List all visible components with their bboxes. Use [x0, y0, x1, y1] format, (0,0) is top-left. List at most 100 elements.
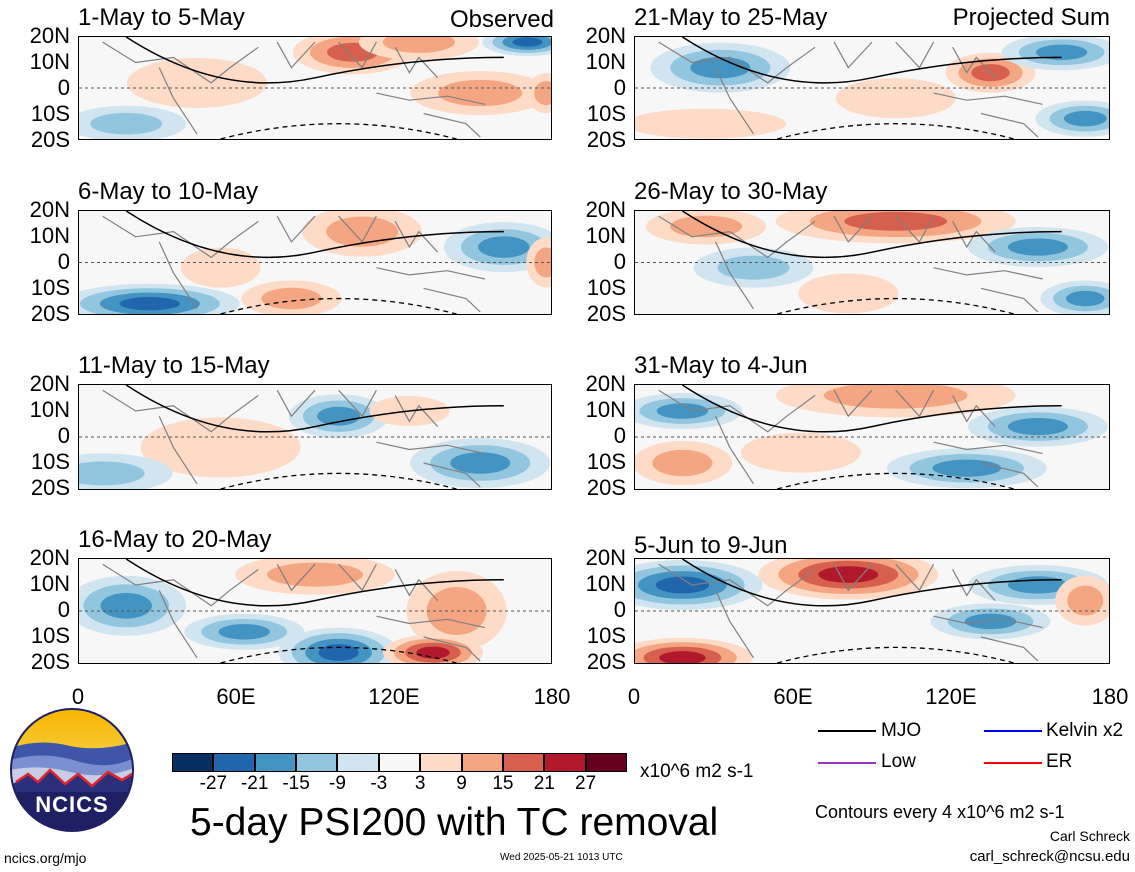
colorbar-swatch [420, 753, 462, 772]
timestamp: Wed 2025-05-21 1013 UTC [500, 852, 623, 863]
map-panel-5 [78, 384, 552, 490]
map-field [79, 559, 551, 663]
coastline [895, 41, 935, 69]
lon-label-180-right: 180 [1091, 684, 1129, 709]
anomaly-shading [317, 406, 361, 426]
coastline [158, 589, 198, 659]
anomaly-shading [670, 215, 743, 238]
legend-label-kelvin: Kelvin x2 [1046, 720, 1124, 741]
lat-label: 10N [29, 571, 70, 596]
colorbar-swatch [378, 753, 421, 772]
coastline [980, 636, 1039, 662]
anomaly-shading [261, 287, 322, 310]
coastline [423, 287, 481, 313]
anomaly-shading [267, 562, 363, 587]
contour-note: Contours every 4 x10^6 m2 s-1 [815, 802, 1065, 822]
lat-label: 20S [30, 649, 70, 674]
map-field [79, 385, 551, 489]
map-panel-7 [78, 558, 552, 664]
logo-text: NCICS [35, 792, 109, 817]
map-panel-2 [634, 36, 1110, 140]
panel-title-4: 26-May to 30-May [634, 178, 828, 205]
anomaly-shading [655, 576, 710, 594]
mjo-contour [681, 211, 1062, 259]
lat-label: 0 [613, 249, 626, 274]
colorbar-tick-label: -15 [282, 773, 310, 794]
coastline [394, 46, 439, 79]
coastline [933, 267, 1043, 280]
lat-label: 10S [30, 449, 70, 474]
colorbar [172, 753, 627, 772]
anomaly-shading [717, 255, 790, 280]
lat-label: 0 [57, 597, 70, 622]
colorbar-tick-label: 9 [456, 773, 467, 794]
coastline [276, 215, 316, 243]
coastline [715, 589, 755, 659]
map-field [79, 211, 551, 314]
anomaly-shading [652, 449, 713, 477]
lon-label-180-left: 180 [533, 684, 571, 709]
lat-label: 20N [585, 545, 626, 570]
lat-label: 0 [57, 249, 70, 274]
lon-label-120e-left: 120E [368, 684, 420, 709]
anomaly-shading [416, 646, 450, 659]
coastline [952, 221, 996, 253]
map-field [79, 37, 551, 139]
colorbar-swatch [172, 753, 214, 772]
anomaly-shading [659, 651, 706, 663]
coastline [158, 415, 198, 485]
coastline [394, 221, 439, 253]
panel-title-1: 1-May to 5-May [78, 4, 245, 31]
legend-line-kelvin [984, 730, 1042, 732]
legend-line-low [818, 762, 876, 764]
colorbar-swatch [213, 753, 255, 772]
map-field [635, 211, 1109, 314]
coastline [394, 395, 439, 428]
colorbar-tick-label: 21 [533, 773, 555, 794]
anomaly-shading [835, 78, 956, 119]
author-email: carl_schreck@ncsu.edu [969, 848, 1130, 865]
lat-label: 10S [586, 623, 626, 648]
lat-label: 0 [613, 597, 626, 622]
lat-label: 10N [29, 223, 70, 248]
coastline [158, 241, 198, 310]
map-panel-6 [634, 384, 1110, 490]
colorbar-units: x10^6 m2 s-1 [640, 761, 754, 782]
mjo-contour-negative [777, 646, 1015, 663]
anomaly-shading [818, 566, 879, 583]
colorbar-swatch [502, 753, 545, 772]
lat-label: 10N [585, 223, 626, 248]
panel-title-7: 16-May to 20-May [78, 526, 272, 553]
lat-label: 10S [586, 449, 626, 474]
coastline [933, 441, 1043, 455]
mjo-contour [681, 559, 1062, 607]
legend-label-mjo: MJO [881, 720, 922, 741]
anomaly-shading [798, 273, 899, 314]
anomaly-shading [180, 247, 261, 288]
anomaly-shading [690, 56, 751, 79]
anomaly-shading [844, 211, 948, 231]
coastline [980, 287, 1039, 313]
coastline [895, 563, 935, 592]
anomaly-shading [90, 112, 163, 135]
coastline [276, 389, 316, 418]
coastline [980, 462, 1039, 488]
lon-label-120e-right: 120E [925, 684, 977, 709]
coastline [715, 241, 755, 310]
mjo-contour [125, 211, 504, 259]
map-panel-8 [634, 558, 1110, 664]
lat-label: 10N [29, 49, 70, 74]
lat-label: 20N [29, 371, 70, 396]
anomaly-shading [740, 432, 861, 473]
coastline [833, 389, 873, 418]
mjo-contour [125, 559, 504, 607]
anomaly-shading [1007, 418, 1068, 436]
anomaly-shading [1007, 238, 1068, 256]
anomaly-shading [1066, 290, 1105, 307]
website-link[interactable]: ncics.org/mjo [4, 850, 87, 866]
lat-label: 10N [29, 397, 70, 422]
lat-label: 0 [57, 75, 70, 100]
anomaly-shading [438, 79, 523, 107]
lon-label-0-left: 0 [71, 684, 85, 709]
colorbar-tick-label: 3 [414, 773, 426, 794]
